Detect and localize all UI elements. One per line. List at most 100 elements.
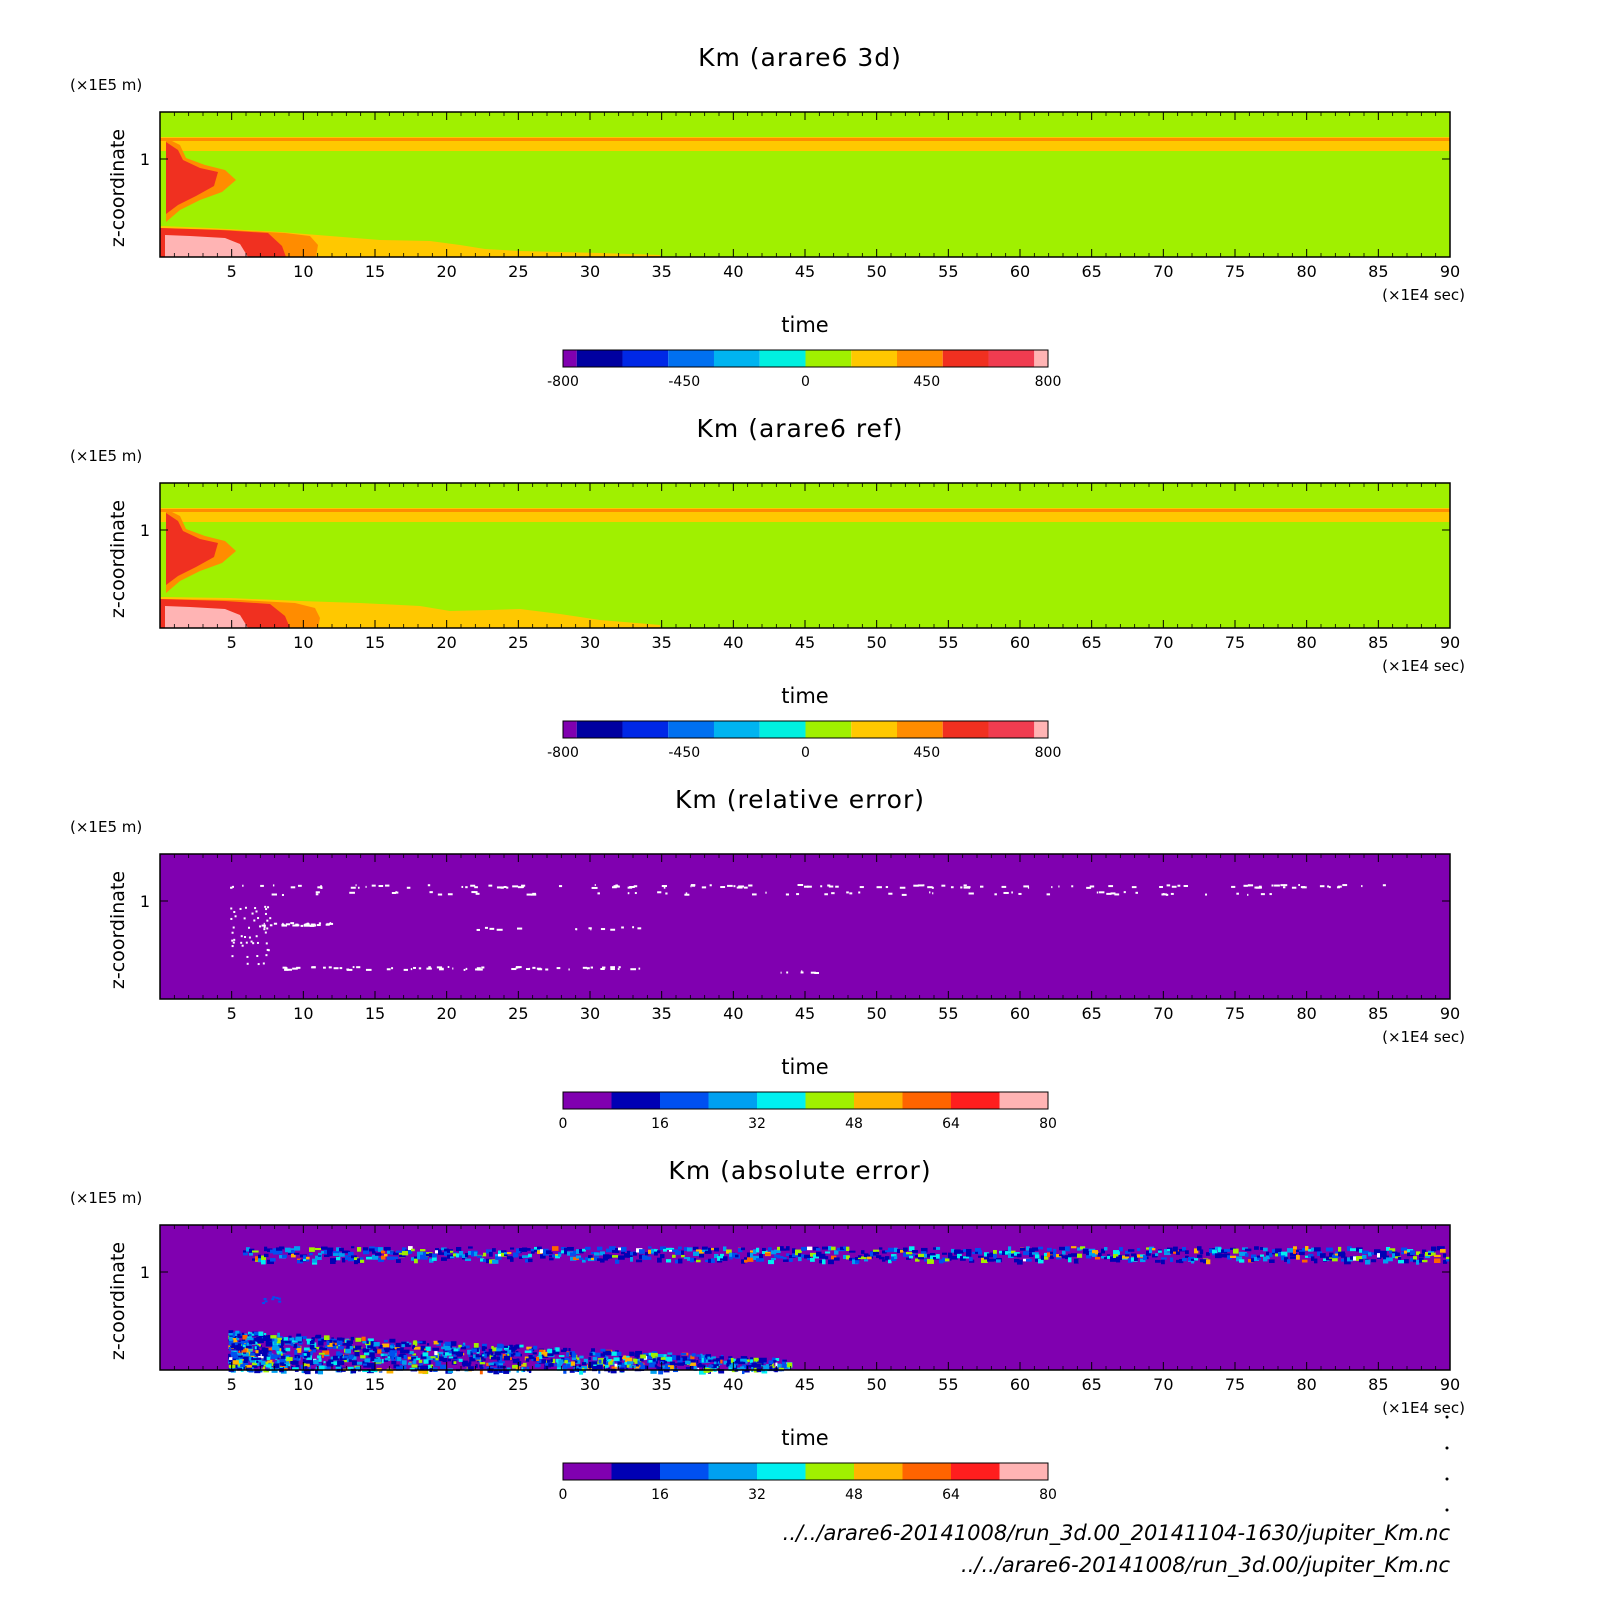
error-cell: [333, 1251, 340, 1255]
error-speck: [1319, 885, 1325, 888]
error-speck: [242, 884, 244, 887]
error-cell: [401, 1344, 405, 1348]
error-speck: [536, 967, 542, 970]
error-cell: [740, 1366, 745, 1370]
error-cell: [795, 1249, 802, 1253]
error-speck: [230, 886, 233, 889]
error-speck: [786, 971, 789, 974]
error-cell: [592, 1361, 598, 1365]
error-cell: [297, 1346, 301, 1350]
error-speck: [251, 912, 254, 915]
error-cell: [775, 1363, 781, 1368]
error-speck: [470, 884, 476, 887]
error-cell: [526, 1366, 530, 1371]
error-cell: [498, 1354, 504, 1358]
error-cell: [699, 1249, 704, 1254]
error-cell: [277, 1297, 281, 1300]
error-cell: [1239, 1251, 1245, 1256]
error-cell: [546, 1252, 553, 1255]
error-speck: [296, 966, 301, 969]
plot-area: [159, 482, 1451, 629]
error-cell: [486, 1249, 492, 1254]
error-cell: [1095, 1256, 1101, 1260]
x-tick-label: 65: [1081, 633, 1101, 652]
error-speck: [558, 885, 563, 888]
error-speck: [517, 927, 523, 930]
error-cell: [783, 1257, 787, 1260]
error-speck: [545, 968, 549, 971]
error-cell: [1356, 1256, 1363, 1261]
error-cell: [512, 1364, 519, 1369]
error-cell: [909, 1255, 914, 1259]
error-cell: [468, 1250, 474, 1256]
error-speck: [266, 927, 269, 930]
colorbar-cell: [668, 721, 714, 738]
error-cell: [615, 1365, 621, 1368]
error-cell: [319, 1346, 323, 1350]
error-cell: [367, 1362, 374, 1368]
colorbar-cell: [757, 1463, 806, 1480]
error-cell: [1059, 1246, 1066, 1251]
colorbar-cell: [999, 1463, 1048, 1480]
error-speck: [1123, 891, 1126, 894]
error-cell: [381, 1359, 384, 1364]
error-cell: [1119, 1247, 1123, 1252]
error-cell: [624, 1254, 628, 1258]
error-speck: [899, 886, 906, 889]
error-cell: [317, 1355, 322, 1359]
error-cell: [873, 1249, 880, 1254]
error-cell: [332, 1343, 335, 1346]
error-speck: [612, 886, 617, 889]
error-cell: [231, 1343, 235, 1348]
error-cell: [486, 1362, 489, 1366]
error-cell: [615, 1259, 620, 1264]
error-cell: [1332, 1257, 1338, 1262]
error-speck: [346, 968, 353, 971]
error-cell: [1050, 1251, 1054, 1255]
error-cell: [1443, 1259, 1448, 1264]
error-cell: [858, 1255, 862, 1258]
error-cell: [455, 1351, 460, 1356]
error-cell: [798, 1253, 802, 1257]
error-cell: [284, 1354, 291, 1359]
error-speck: [994, 893, 997, 896]
error-cell: [708, 1247, 712, 1252]
error-cell: [372, 1250, 376, 1254]
error-cell: [327, 1342, 334, 1347]
error-cell: [289, 1337, 295, 1341]
colorbar-cell: [622, 721, 669, 738]
error-cell: [294, 1246, 301, 1251]
error-cell: [689, 1362, 696, 1366]
error-speck: [465, 967, 468, 970]
error-speck: [1205, 893, 1208, 896]
error-cell: [759, 1253, 764, 1259]
error-cell: [1080, 1246, 1086, 1250]
error-cell: [609, 1246, 616, 1250]
error-cell: [734, 1359, 739, 1364]
colorbar-tick-label: 80: [1039, 1116, 1057, 1132]
error-cell: [277, 1336, 283, 1340]
error-cell: [423, 1359, 429, 1364]
error-cell: [819, 1253, 826, 1259]
error-speck: [663, 886, 666, 889]
error-cell: [1305, 1255, 1311, 1258]
error-cell: [522, 1247, 528, 1252]
error-cell: [495, 1347, 503, 1352]
error-speck: [356, 966, 361, 969]
error-cell: [918, 1253, 925, 1259]
x-tick-label: 35: [651, 633, 671, 652]
colorbar-tick-label: -450: [668, 745, 700, 761]
error-cell: [368, 1352, 375, 1358]
error-speck: [586, 967, 588, 970]
error-cell: [508, 1357, 512, 1361]
error-cell: [1221, 1253, 1227, 1258]
error-cell: [551, 1358, 556, 1364]
error-cell: [657, 1257, 662, 1263]
error-cell: [569, 1369, 575, 1373]
error-cell: [479, 1369, 483, 1375]
error-speck: [306, 922, 310, 925]
error-cell: [566, 1352, 570, 1357]
error-cell: [483, 1252, 487, 1257]
error-cell: [1245, 1248, 1252, 1252]
error-speck: [474, 886, 478, 889]
